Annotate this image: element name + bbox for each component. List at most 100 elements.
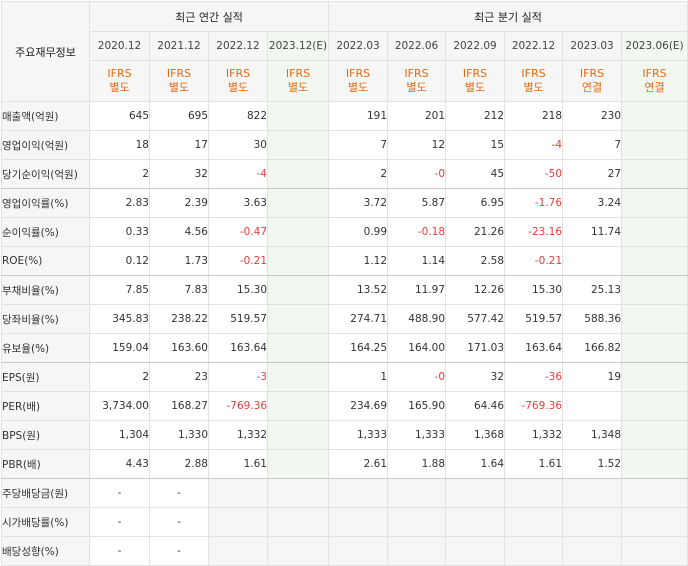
quarter-value-cell: 15	[445, 130, 506, 160]
annual-value-cell: 1.73	[149, 246, 209, 276]
quarter-value-cell: 1,368	[445, 420, 506, 450]
row-label: 배당성향(%)	[1, 536, 90, 566]
quarter-value-cell: 218	[504, 101, 564, 131]
quarter-value-cell: 164.00	[387, 333, 447, 363]
annual-value-cell	[208, 536, 268, 566]
accounting-standard-header: IFRS 별도	[504, 60, 564, 102]
table-label-header: 주요재무정보	[1, 1, 90, 102]
annual-value-cell: 2	[89, 159, 150, 189]
quarter-value-cell: 577.42	[445, 304, 506, 334]
quarter-value-cell: -0	[387, 159, 447, 189]
quarter-value-cell: 15.30	[504, 275, 564, 305]
quarter-value-cell	[562, 536, 623, 566]
accounting-standard-header: IFRS 별도	[149, 60, 209, 102]
quarter-value-cell: 166.82	[562, 333, 623, 363]
quarter-value-cell	[328, 536, 389, 566]
accounting-standard-header: IFRS 별도	[387, 60, 447, 102]
annual-value-cell	[266, 101, 330, 131]
quarter-value-cell: -0.21	[504, 246, 564, 276]
row-label: 당기순이익(억원)	[1, 159, 90, 189]
annual-value-cell	[208, 478, 268, 508]
quarter-value-cell: -1.76	[504, 188, 564, 218]
quarter-value-cell: 1.12	[328, 246, 389, 276]
quarter-value-cell: 274.71	[328, 304, 389, 334]
quarter-period-header: 2023.03	[562, 31, 623, 61]
accounting-standard-header: IFRS 연결	[562, 60, 623, 102]
accounting-standard-header: IFRS 별도	[89, 60, 150, 102]
quarter-value-cell: 212	[445, 101, 506, 131]
quarter-value-cell	[562, 246, 623, 276]
annual-value-cell: 4.56	[149, 217, 209, 247]
annual-value-cell: 15.30	[208, 275, 268, 305]
annual-value-cell: 7.85	[89, 275, 150, 305]
quarter-value-cell: 588.36	[562, 304, 623, 334]
quarter-value-cell	[328, 478, 389, 508]
annual-value-cell	[266, 159, 330, 189]
row-label: ROE(%)	[1, 246, 90, 276]
quarter-section-title: 최근 분기 실적	[328, 1, 688, 32]
annual-value-cell	[266, 275, 330, 305]
row-label: 순이익률(%)	[1, 217, 90, 247]
annual-value-cell: -0.21	[208, 246, 268, 276]
quarter-value-cell: 171.03	[445, 333, 506, 363]
row-label: 시가배당률(%)	[1, 507, 90, 537]
quarter-value-cell: 12	[387, 130, 447, 160]
annual-value-cell	[266, 420, 330, 450]
quarter-value-cell	[504, 536, 564, 566]
quarter-value-cell	[621, 275, 688, 305]
quarter-value-cell: 519.57	[504, 304, 564, 334]
quarter-value-cell: 21.26	[445, 217, 506, 247]
quarter-value-cell: 2.58	[445, 246, 506, 276]
quarter-value-cell	[621, 217, 688, 247]
quarter-value-cell	[504, 507, 564, 537]
quarter-value-cell: 1.14	[387, 246, 447, 276]
row-label: PER(배)	[1, 391, 90, 421]
quarter-value-cell: 2.61	[328, 449, 389, 479]
quarter-value-cell	[328, 507, 389, 537]
quarter-value-cell: -4	[504, 130, 564, 160]
annual-value-cell: 822	[208, 101, 268, 131]
quarter-value-cell: 230	[562, 101, 623, 131]
annual-value-cell: 345.83	[89, 304, 150, 334]
quarter-value-cell: 11.74	[562, 217, 623, 247]
annual-value-cell: -	[89, 536, 150, 566]
quarter-period-header: 2023.06(E)	[621, 31, 688, 61]
quarter-value-cell: 164.25	[328, 333, 389, 363]
quarter-value-cell	[387, 478, 447, 508]
quarter-value-cell	[445, 478, 506, 508]
quarter-period-header: 2022.06	[387, 31, 447, 61]
annual-value-cell	[208, 507, 268, 537]
annual-section-title: 최근 연간 실적	[88, 1, 330, 32]
annual-value-cell	[266, 217, 330, 247]
quarter-value-cell	[387, 536, 447, 566]
annual-value-cell: 0.12	[89, 246, 150, 276]
quarter-value-cell: 1,333	[387, 420, 447, 450]
table-row: BPS(원) 1,304 1,330 1,332 1,333 1,333 1,368 1,33…	[1, 420, 688, 450]
accounting-standard-header: IFRS 연결	[621, 60, 688, 102]
annual-value-cell: 1,332	[208, 420, 268, 450]
annual-value-cell	[266, 391, 330, 421]
annual-period-header: 2020.12	[89, 31, 150, 61]
table-row: ROE(%) 0.12 1.73 -0.21 1.12 1.14 2.58 -0.21	[1, 246, 688, 276]
quarter-value-cell: 3.24	[562, 188, 623, 218]
annual-value-cell: -	[149, 507, 209, 537]
quarter-period-header: 2022.09	[445, 31, 506, 61]
quarter-value-cell	[621, 391, 688, 421]
quarter-value-cell: 6.95	[445, 188, 506, 218]
annual-value-cell: -	[89, 478, 150, 508]
annual-value-cell: 30	[208, 130, 268, 160]
quarter-value-cell: 1,333	[328, 420, 389, 450]
annual-period-header: 2023.12(E)	[266, 31, 330, 61]
annual-value-cell	[266, 449, 330, 479]
table-row: PBR(배) 4.43 2.88 1.61 2.61 1.88 1.64 1.61 1.52	[1, 449, 688, 479]
annual-value-cell: -3	[208, 362, 268, 392]
row-label: 영업이익률(%)	[1, 188, 90, 218]
row-label: PBR(배)	[1, 449, 90, 479]
table-row: 순이익률(%) 0.33 4.56 -0.47 0.99 -0.18 21.26 -23.16…	[1, 217, 688, 247]
annual-value-cell: 3,734.00	[89, 391, 150, 421]
annual-value-cell: 645	[89, 101, 150, 131]
annual-value-cell: 1.61	[208, 449, 268, 479]
annual-value-cell: 1,304	[89, 420, 150, 450]
accounting-standard-header: IFRS 별도	[445, 60, 506, 102]
